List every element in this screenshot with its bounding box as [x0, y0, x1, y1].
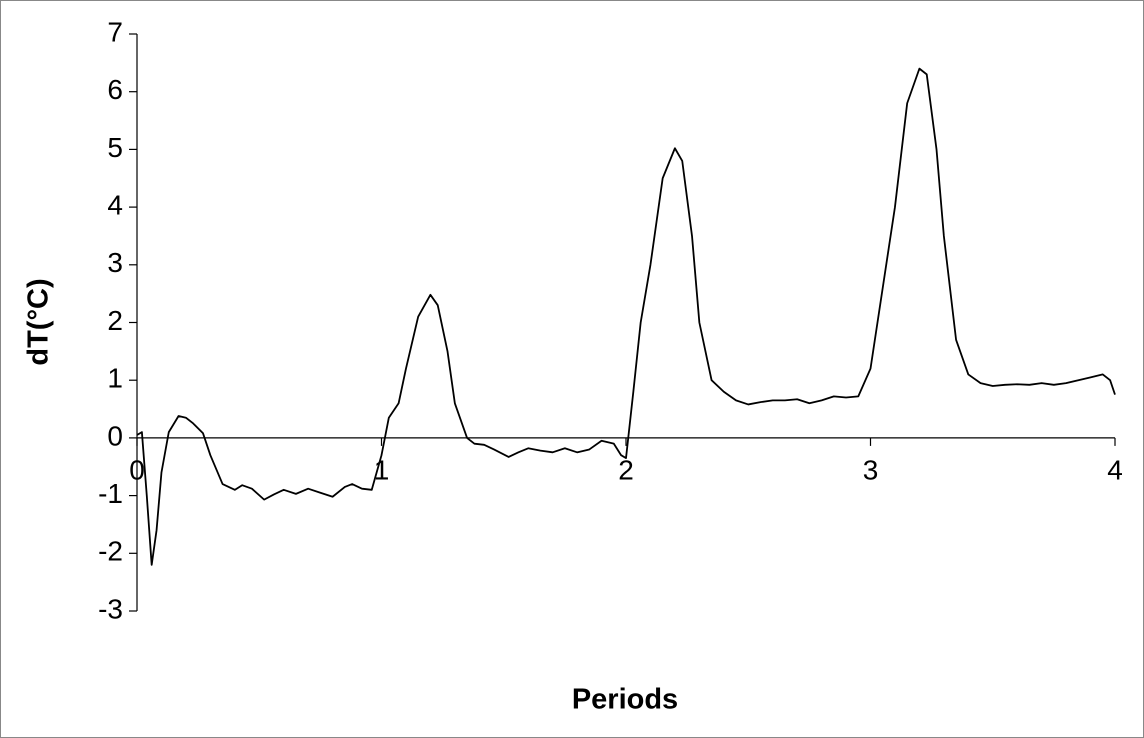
- y-tick-label: -3: [98, 593, 123, 624]
- data-line: [136, 67, 1116, 566]
- y-axis-label: dT(°C): [23, 278, 55, 365]
- y-tick-label: 1: [107, 363, 123, 394]
- y-tick-label: 5: [107, 132, 123, 163]
- y-tick-label: 7: [107, 16, 123, 47]
- x-tick-label: 3: [863, 454, 879, 485]
- y-tick-label: -2: [98, 536, 123, 567]
- y-tick-label: 2: [107, 305, 123, 336]
- y-tick-label: 6: [107, 74, 123, 105]
- y-tick-label: 3: [107, 247, 123, 278]
- y-tick-label: 4: [107, 189, 123, 220]
- x-tick-label: 0: [129, 454, 145, 485]
- y-tick-label: 0: [107, 420, 123, 451]
- x-tick-label: 2: [618, 454, 634, 485]
- x-tick-label: 1: [374, 454, 390, 485]
- x-axis-label: Periods: [572, 684, 678, 716]
- x-tick-label: 4: [1107, 454, 1123, 485]
- y-tick-label: -1: [98, 478, 123, 509]
